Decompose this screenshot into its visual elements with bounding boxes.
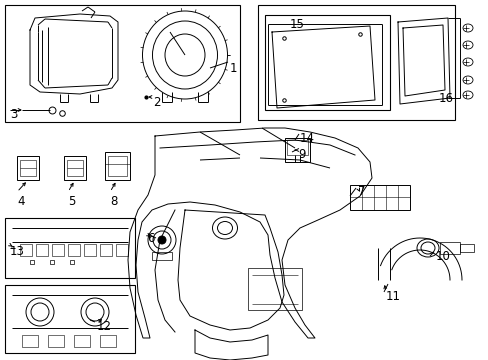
Bar: [286, 140, 307, 155]
Text: 11: 11: [385, 290, 400, 303]
Bar: [67, 160, 83, 176]
Bar: [108, 156, 127, 176]
Bar: [64, 156, 86, 180]
Text: 12: 12: [97, 320, 112, 333]
Text: 6: 6: [147, 232, 154, 245]
Text: 10: 10: [435, 250, 450, 263]
Bar: [258, 5, 454, 120]
Bar: [36, 244, 48, 256]
Bar: [264, 15, 389, 110]
Text: 3: 3: [10, 108, 18, 121]
Text: 7: 7: [357, 185, 365, 198]
Bar: [68, 244, 80, 256]
Bar: [247, 268, 302, 310]
Bar: [105, 152, 130, 180]
Bar: [5, 285, 135, 353]
Bar: [48, 335, 64, 347]
Bar: [459, 244, 473, 252]
Bar: [74, 335, 90, 347]
Text: 5: 5: [68, 195, 75, 208]
Bar: [20, 160, 36, 176]
Bar: [22, 335, 38, 347]
Text: 14: 14: [299, 132, 314, 145]
Text: 9: 9: [297, 148, 305, 161]
Text: 1: 1: [229, 62, 237, 75]
Bar: [5, 218, 135, 278]
Bar: [100, 335, 116, 347]
Text: 8: 8: [110, 195, 117, 208]
Text: 15: 15: [289, 18, 304, 31]
Bar: [100, 244, 112, 256]
Bar: [52, 244, 64, 256]
Bar: [116, 244, 128, 256]
Bar: [20, 244, 32, 256]
Bar: [5, 5, 240, 122]
Text: 16: 16: [438, 92, 453, 105]
Text: 4: 4: [17, 195, 24, 208]
Bar: [349, 185, 409, 210]
Text: 2: 2: [153, 96, 160, 109]
Bar: [285, 138, 309, 162]
Bar: [17, 156, 39, 180]
Bar: [439, 242, 459, 254]
Ellipse shape: [158, 236, 165, 244]
Bar: [152, 252, 172, 260]
Bar: [84, 244, 96, 256]
Text: 13: 13: [10, 245, 25, 258]
